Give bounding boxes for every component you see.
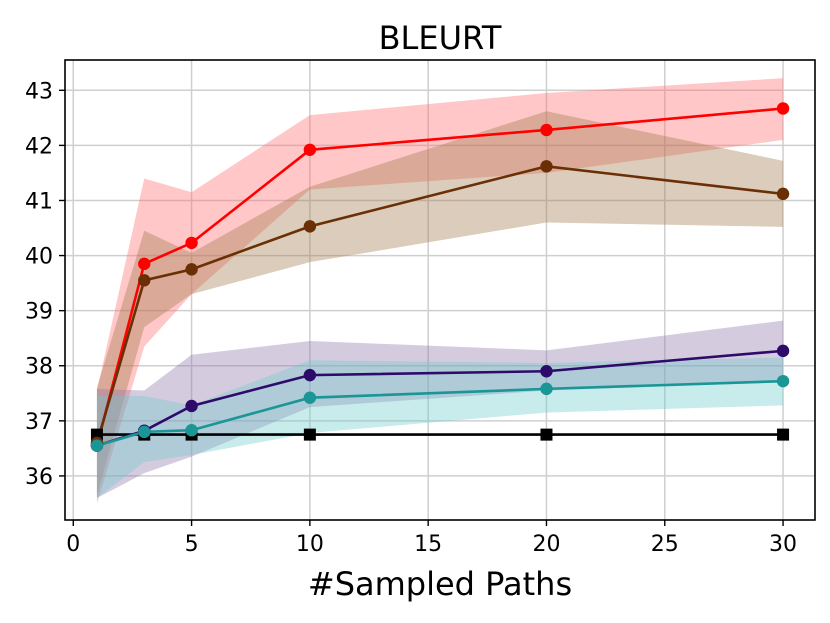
series-2-point <box>776 187 790 201</box>
series-3-point <box>303 368 317 382</box>
series-4-point <box>540 382 553 396</box>
series-4-point <box>776 374 790 388</box>
series-1-band <box>96 78 784 504</box>
y-tick-label: 43 <box>25 79 53 104</box>
y-tick-label: 42 <box>25 134 53 159</box>
axis-ticks: 0 5 10 15 20 25 30 36 37 38 39 40 41 42 43 <box>25 79 797 557</box>
series-4-line <box>96 379 784 447</box>
series-0-point <box>303 428 316 441</box>
y-tick-label: 41 <box>25 189 53 214</box>
x-tick-label: 25 <box>651 532 679 557</box>
x-tick-label: 0 <box>66 532 80 557</box>
series-2-band <box>96 111 784 496</box>
series-1-point <box>776 102 790 115</box>
x-tick-label: 10 <box>296 532 324 557</box>
series-3-point <box>185 399 198 413</box>
series-1-point <box>185 236 198 250</box>
confidence-bands <box>96 78 784 504</box>
series-markers <box>90 102 790 452</box>
series-0-point <box>777 428 790 441</box>
series-4-point <box>90 439 104 452</box>
x-tick-label: 20 <box>532 532 560 557</box>
series-2-line <box>95 165 784 444</box>
series-3-point <box>540 365 553 378</box>
series-4-point <box>138 425 151 439</box>
y-tick-label: 36 <box>25 465 53 490</box>
series-1-point <box>303 143 317 156</box>
y-tick-label: 37 <box>25 410 53 435</box>
series-3-point <box>776 344 790 358</box>
series-2-point <box>138 274 151 287</box>
series-4-band <box>96 357 784 498</box>
series-1-point <box>540 123 553 137</box>
y-tick-label: 38 <box>25 355 53 380</box>
series-4-point <box>185 424 198 437</box>
y-tick-label: 39 <box>25 300 53 325</box>
series-1-point <box>138 257 151 271</box>
series-4-point <box>303 391 317 404</box>
series-1-line <box>95 107 784 446</box>
series-lines <box>95 107 784 447</box>
grid-lines <box>65 60 815 520</box>
series-2-point <box>540 160 553 173</box>
x-tick-label: 30 <box>769 532 797 557</box>
chart-title: BLEURT <box>379 19 502 57</box>
x-tick-label: 15 <box>414 532 442 557</box>
x-tick-label: 5 <box>185 532 199 557</box>
y-tick-label: 40 <box>25 245 53 270</box>
series-0-point <box>540 428 553 441</box>
plot-frame <box>64 59 816 521</box>
series-2-point <box>303 220 317 233</box>
series-2-point <box>185 263 198 276</box>
x-axis-label: #Sampled Paths <box>308 565 572 603</box>
